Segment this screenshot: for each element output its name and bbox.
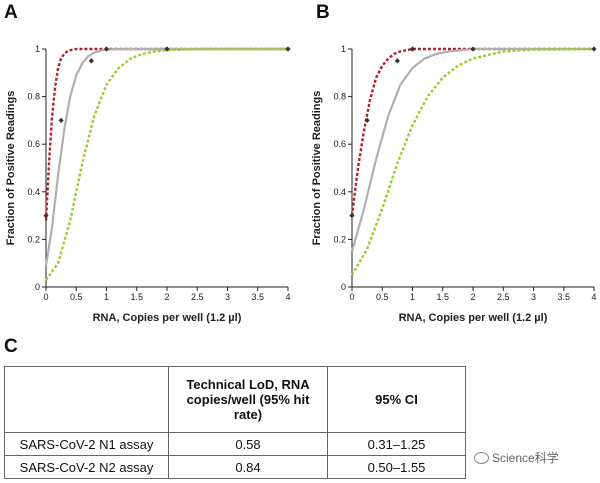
series-line bbox=[350, 47, 595, 276]
x-tick-label: 1 bbox=[104, 292, 109, 302]
panel-b-letter: B bbox=[316, 2, 330, 23]
table-cell-ci: 0.31–1.25 bbox=[327, 432, 466, 457]
data-point bbox=[164, 46, 170, 52]
data-point bbox=[394, 58, 400, 64]
series-line bbox=[350, 47, 594, 216]
series-line bbox=[44, 47, 288, 266]
y-tick-label: 0 bbox=[35, 282, 40, 292]
x-tick-label: 0.5 bbox=[376, 292, 389, 302]
table-cell-lod: 0.58 bbox=[168, 432, 328, 457]
table-cell-lod: 0.84 bbox=[168, 455, 328, 479]
table-cell-assay: SARS-CoV-2 N1 assay bbox=[4, 432, 169, 457]
y-tick-label: 0.4 bbox=[333, 187, 346, 197]
x-tick-label: 2 bbox=[470, 292, 475, 302]
x-axis-label: RNA, Copies per well (1.2 µl) bbox=[93, 312, 242, 324]
x-tick-label: 4 bbox=[285, 292, 290, 302]
series-line bbox=[45, 47, 288, 281]
y-tick-label: 1 bbox=[35, 44, 40, 54]
x-tick-label: 3.5 bbox=[251, 292, 264, 302]
data-point bbox=[58, 117, 64, 123]
x-tick-label: 3.5 bbox=[557, 292, 570, 302]
table-header-empty bbox=[4, 365, 169, 434]
table-header-ci: 95% CI bbox=[327, 365, 466, 434]
panel-c-letter: C bbox=[4, 336, 18, 357]
table-header-row: Technical LoD, RNA copies/well (95% hit … bbox=[4, 365, 466, 434]
watermark: Science科学 bbox=[474, 449, 559, 466]
x-tick-label: 1.5 bbox=[436, 292, 449, 302]
table-row: SARS-CoV-2 N1 assay 0.58 0.31–1.25 bbox=[4, 432, 466, 457]
data-point bbox=[43, 213, 49, 219]
x-tick-label: 0.5 bbox=[70, 292, 83, 302]
x-tick-label: 2.5 bbox=[191, 292, 204, 302]
series-line bbox=[44, 47, 288, 221]
x-tick-label: 4 bbox=[591, 292, 596, 302]
x-tick-label: 2 bbox=[164, 292, 169, 302]
y-tick-label: 0.6 bbox=[27, 139, 40, 149]
table-cell-ci: 0.50–1.55 bbox=[327, 455, 466, 479]
y-tick-label: 1 bbox=[341, 44, 346, 54]
x-tick-label: 3 bbox=[225, 292, 230, 302]
data-point bbox=[409, 46, 416, 52]
series-line bbox=[350, 47, 594, 252]
x-tick-label: 0 bbox=[349, 292, 354, 302]
data-point bbox=[591, 46, 597, 52]
y-tick-label: 0.2 bbox=[333, 234, 346, 244]
x-tick-label: 1 bbox=[410, 292, 415, 302]
data-point bbox=[285, 46, 291, 52]
y-tick-label: 0.4 bbox=[27, 187, 40, 197]
table-row: SARS-CoV-2 N2 assay 0.84 0.50–1.55 bbox=[4, 455, 466, 479]
y-tick-label: 0.8 bbox=[27, 92, 40, 102]
y-axis-label: Fraction of Positive Readings bbox=[311, 91, 323, 246]
y-tick-label: 0 bbox=[341, 282, 346, 292]
data-point bbox=[88, 58, 94, 64]
table-header-lod: Technical LoD, RNA copies/well (95% hit … bbox=[168, 365, 328, 434]
panel-a-letter: A bbox=[4, 2, 18, 23]
x-tick-label: 1.5 bbox=[130, 292, 143, 302]
x-axis-label: RNA, Copies per well (1.2 µl) bbox=[399, 312, 548, 324]
chart-panel-b: 0 0.5 1 1.5 2 2.5 3 3.5 4 0 0.2 0.4 0.6 0.8 1 RNA, Copi… bbox=[311, 44, 597, 324]
y-tick-label: 0.2 bbox=[27, 234, 40, 244]
data-point bbox=[103, 46, 110, 52]
chat-bubble-icon bbox=[474, 451, 489, 464]
y-tick-label: 0.8 bbox=[333, 92, 346, 102]
watermark-text: Science科学 bbox=[492, 451, 559, 465]
table-cell-assay: SARS-CoV-2 N2 assay bbox=[4, 455, 169, 479]
chart-panel-a: 0 0.5 1 1.5 2 2.5 3 3.5 4 0 0.2 0.4 0.6 0.8 1 RNA, Copi… bbox=[5, 44, 291, 324]
x-tick-label: 0 bbox=[43, 292, 48, 302]
data-point bbox=[349, 213, 355, 219]
data-point bbox=[364, 117, 370, 123]
x-tick-label: 3 bbox=[531, 292, 536, 302]
y-axis-label: Fraction of Positive Readings bbox=[5, 91, 17, 246]
x-tick-label: 2.5 bbox=[497, 292, 510, 302]
lod-table: Technical LoD, RNA copies/well (95% hit … bbox=[4, 365, 466, 479]
data-point bbox=[470, 46, 476, 52]
y-tick-label: 0.6 bbox=[333, 139, 346, 149]
